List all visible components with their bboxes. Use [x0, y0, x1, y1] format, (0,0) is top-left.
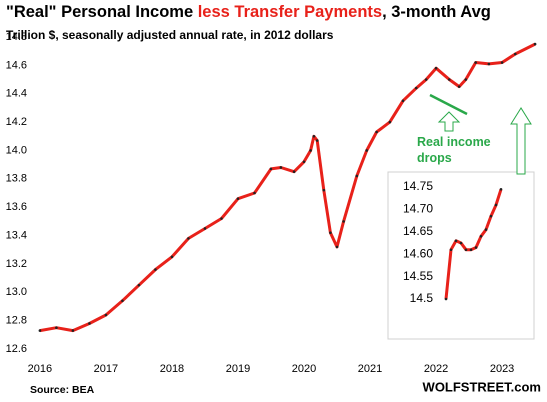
point — [302, 160, 306, 164]
y-tick-label: 14.70 — [403, 202, 433, 216]
y-tick-label: 13.4 — [6, 229, 27, 241]
inset-frame — [387, 171, 535, 340]
point — [513, 52, 517, 56]
y-tick-label: 13.2 — [6, 258, 27, 270]
point — [487, 62, 491, 66]
brand: WOLFSTREET.com — [423, 379, 541, 394]
y-tick-label: 13.8 — [6, 173, 27, 185]
y-tick-label: 13.6 — [6, 201, 27, 213]
point — [220, 217, 223, 220]
point — [322, 188, 326, 192]
point — [253, 191, 256, 195]
point — [464, 78, 468, 81]
x-tick-label: 2021 — [358, 363, 382, 375]
point — [479, 235, 483, 238]
chart-title: "Real" Personal Income less Transfer Pay… — [6, 3, 491, 21]
point — [38, 329, 42, 332]
y-tick-label: 14.4 — [6, 88, 27, 100]
point — [203, 227, 207, 230]
drop-marker — [429, 93, 468, 116]
point — [329, 231, 332, 235]
y-tick-label: 14.55 — [403, 269, 433, 283]
point — [312, 134, 316, 138]
subtitle: Trillion $, seasonally adjusted annual r… — [6, 28, 334, 42]
point — [494, 203, 498, 207]
y-tick-label: 14.8 — [6, 31, 27, 43]
point — [414, 86, 418, 90]
y-tick-label: 14.65 — [403, 224, 433, 238]
point — [434, 66, 438, 70]
arrow-large — [510, 107, 532, 175]
point — [388, 120, 392, 124]
title-part: less Transfer Payments — [198, 3, 382, 21]
point — [457, 85, 461, 88]
point — [88, 322, 91, 325]
point — [499, 187, 503, 191]
x-tick-label: 2016 — [28, 363, 52, 375]
point — [342, 220, 345, 223]
point — [55, 326, 58, 330]
point — [474, 246, 478, 249]
y-tick-label: 14.0 — [6, 144, 27, 156]
point — [71, 329, 75, 332]
point — [187, 237, 190, 240]
point — [447, 78, 451, 81]
y-tick-label: 14.2 — [6, 116, 27, 128]
y-tick-label: 12.6 — [6, 343, 27, 355]
point — [500, 61, 504, 64]
annotation-line: drops — [417, 151, 452, 165]
title-part: , 3-month Avg — [382, 3, 491, 21]
annotation-line: Real income — [417, 135, 491, 149]
point — [444, 297, 448, 301]
point — [489, 214, 493, 218]
title-part: "Real" Personal Income — [6, 3, 198, 21]
point — [355, 174, 359, 178]
arrow-small — [437, 111, 461, 132]
point — [449, 248, 453, 252]
point — [469, 248, 473, 252]
point — [121, 299, 124, 303]
point — [533, 42, 537, 46]
point — [104, 313, 108, 317]
point — [464, 248, 468, 252]
point — [459, 241, 463, 245]
point — [315, 139, 319, 142]
x-tick-label: 2020 — [292, 363, 316, 375]
point — [401, 99, 405, 103]
point — [454, 239, 458, 243]
y-tick-label: 12.8 — [6, 315, 27, 327]
x-tick-label: 2017 — [94, 363, 118, 375]
point — [424, 78, 428, 81]
point — [292, 170, 296, 174]
y-tick-label: 14.6 — [6, 59, 27, 71]
source: Source: BEA — [30, 384, 95, 396]
x-tick-label: 2018 — [160, 363, 184, 375]
x-tick-label: 2023 — [490, 363, 514, 375]
y-tick-label: 14.75 — [403, 179, 433, 193]
point — [236, 197, 240, 200]
point — [375, 130, 378, 134]
point — [170, 255, 174, 259]
point — [154, 268, 157, 271]
line — [444, 188, 503, 300]
y-tick-label: 14.5 — [410, 291, 434, 305]
point — [309, 149, 312, 152]
y-tick-label: 14.60 — [403, 246, 433, 260]
point — [365, 149, 369, 152]
point — [484, 228, 488, 231]
point — [137, 283, 141, 287]
point — [335, 245, 339, 249]
point — [474, 61, 477, 64]
annotation: Real income drops — [417, 135, 491, 165]
x-tick-label: 2019 — [226, 363, 250, 375]
point — [279, 166, 283, 169]
point — [269, 167, 273, 171]
y-tick-label: 13.0 — [6, 286, 27, 298]
x-tick-label: 2022 — [424, 363, 448, 375]
